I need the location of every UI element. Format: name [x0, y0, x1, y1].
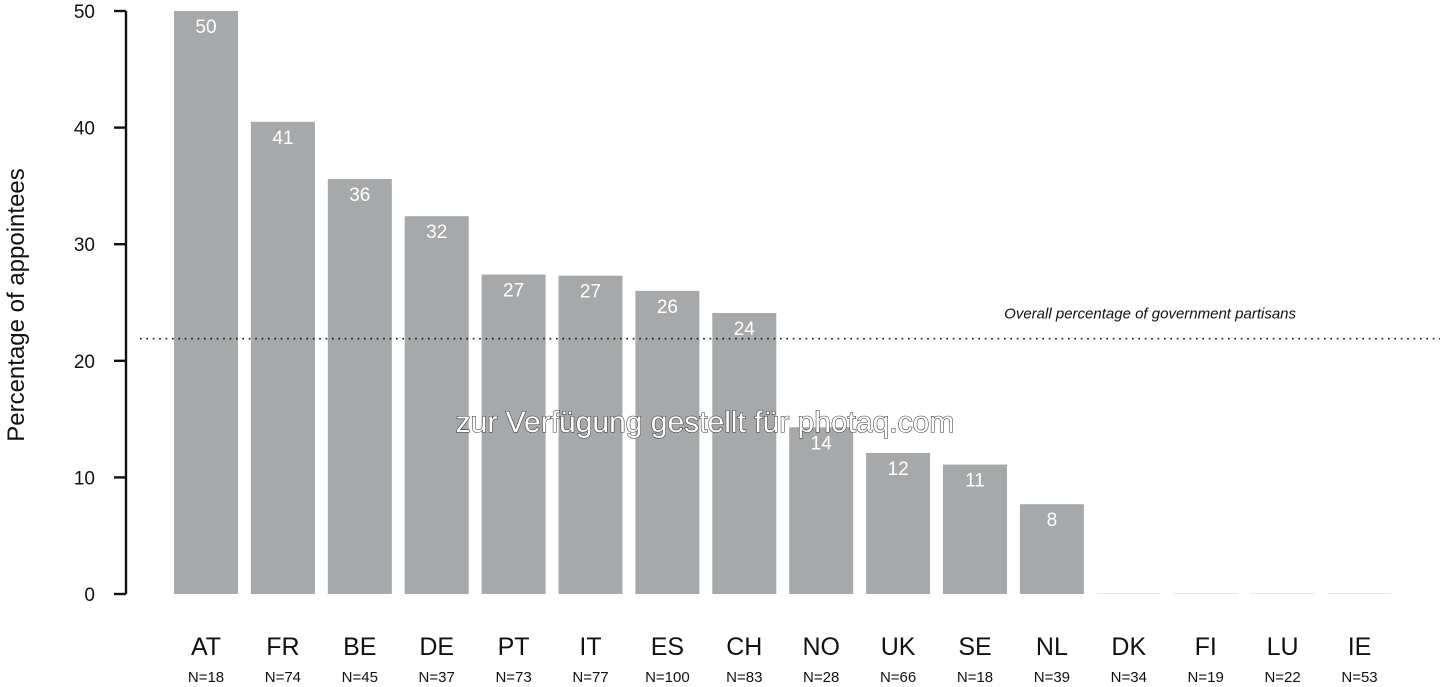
x-sample-size-label: N=37 — [419, 669, 455, 686]
bar-it — [558, 275, 623, 594]
x-sample-size-label: N=77 — [572, 669, 608, 686]
bar-value-label: 32 — [426, 222, 447, 243]
bar-dk — [1096, 593, 1161, 594]
x-category-label: IE — [1348, 633, 1372, 661]
y-tick-label: 30 — [74, 235, 95, 256]
x-category-label: NL — [1036, 633, 1068, 661]
y-tick-label: 50 — [74, 2, 95, 23]
x-sample-size-label: N=39 — [1034, 669, 1070, 686]
bar-pt — [481, 274, 546, 594]
bar-value-label: 8 — [1047, 510, 1058, 531]
bar-value-label: 36 — [349, 185, 370, 206]
x-category-label: ES — [651, 633, 684, 661]
x-sample-size-label: N=19 — [1188, 669, 1224, 686]
x-category-label: NO — [802, 633, 840, 661]
bar-value-label: 50 — [195, 17, 216, 38]
x-category-label: DE — [419, 633, 454, 661]
x-category-label: UK — [881, 633, 916, 661]
bar-lu — [1250, 593, 1315, 594]
x-category-label: PT — [498, 633, 530, 661]
bar-value-label: 24 — [734, 319, 756, 340]
x-sample-size-label: N=45 — [342, 669, 378, 686]
x-sample-size-label: N=34 — [1111, 669, 1147, 686]
bars — [174, 11, 1392, 595]
bar-value-label: 41 — [272, 128, 293, 149]
x-category-label: CH — [726, 633, 762, 661]
bar-value-label: 11 — [965, 471, 985, 492]
x-category-label: BE — [343, 633, 376, 661]
bar-no — [789, 427, 854, 594]
bar-ie — [1327, 593, 1392, 594]
y-tick-label: 10 — [74, 468, 95, 489]
x-sample-size-label: N=53 — [1341, 669, 1377, 686]
bar-value-label: 27 — [503, 281, 524, 302]
x-sample-size-label: N=74 — [265, 669, 301, 686]
reference-line: Overall percentage of government partisa… — [140, 306, 1440, 340]
x-category-label: SE — [958, 633, 991, 661]
x-category-label: DK — [1111, 633, 1146, 661]
x-sample-size-label: N=100 — [645, 669, 690, 686]
reference-line-label: Overall percentage of government partisa… — [1004, 306, 1296, 323]
bar-ch — [712, 312, 777, 594]
y-axis: 0 10 20 30 40 50 — [74, 2, 128, 606]
x-axis-labels: AT N=18 FR N=74 BE N=45 DE N=37 PT N=73 IT N=77 ES N=… — [188, 633, 1378, 686]
x-sample-size-label: N=22 — [1264, 669, 1300, 686]
x-category-label: FR — [266, 633, 299, 661]
bar-value-label: 26 — [657, 297, 678, 318]
bar-se — [943, 464, 1007, 594]
x-sample-size-label: N=66 — [880, 669, 916, 686]
y-tick-label: 0 — [84, 585, 95, 606]
x-category-label: IT — [579, 633, 601, 661]
x-sample-size-label: N=18 — [957, 669, 993, 686]
bar-at — [174, 11, 238, 594]
bar-value-labels: 50 41 36 32 27 27 26 24 14 12 11 8 — [195, 17, 1057, 531]
y-tick-label: 40 — [74, 119, 95, 140]
watermark-text: zur Verfügung gestellt für photaq.com — [456, 406, 955, 439]
x-sample-size-label: N=73 — [495, 669, 531, 686]
x-category-label: AT — [191, 633, 221, 661]
x-category-label: LU — [1267, 633, 1299, 661]
x-sample-size-label: N=83 — [726, 669, 762, 686]
bar-value-label: 14 — [811, 433, 833, 454]
bar-be — [327, 178, 392, 595]
bar-fi — [1173, 593, 1238, 594]
y-tick-label: 20 — [74, 352, 95, 373]
bar-es — [635, 290, 700, 594]
bar-de — [404, 216, 469, 594]
y-axis-title: Percentage of appointees — [3, 168, 30, 442]
x-sample-size-label: N=18 — [188, 669, 224, 686]
x-sample-size-label: N=28 — [803, 669, 839, 686]
bar-value-label: 12 — [888, 459, 909, 480]
x-category-label: FI — [1195, 633, 1217, 661]
bar-uk — [866, 452, 931, 594]
bar-fr — [250, 121, 315, 595]
bar-value-label: 27 — [580, 282, 601, 303]
bar-nl — [1019, 504, 1084, 594]
